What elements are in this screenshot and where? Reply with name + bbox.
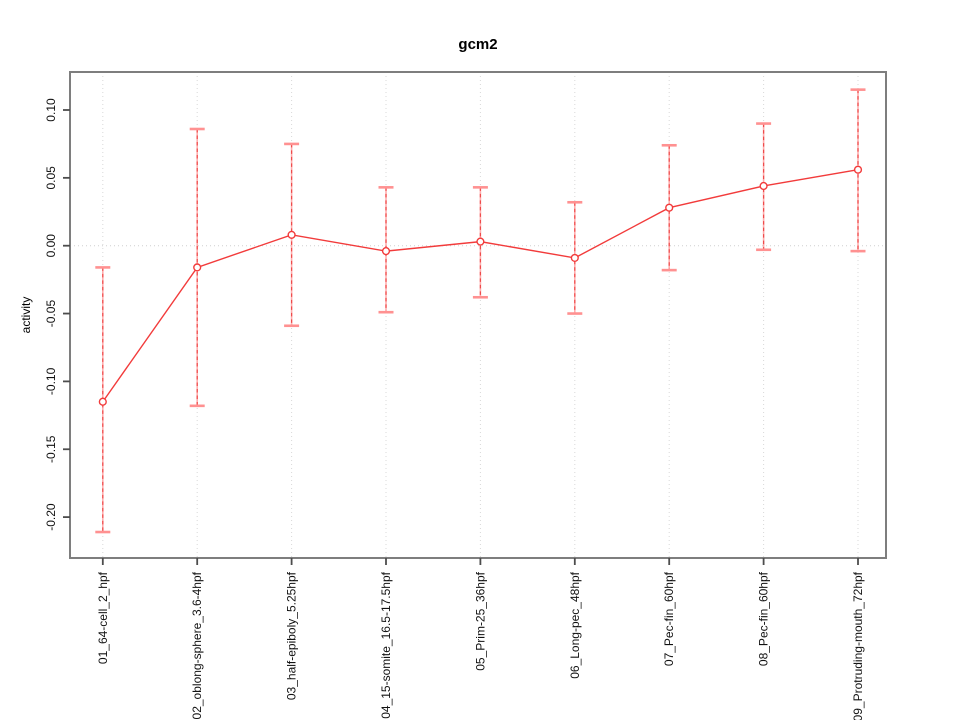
x-tick-label: 04_15-somite_16.5-17.5hpf — [379, 571, 393, 718]
x-tick-label: 06_Long-pec_48hpf — [568, 571, 582, 678]
chart-title: gcm2 — [458, 36, 498, 53]
data-point — [759, 181, 768, 191]
x-tick-label: 03_half-epiboly_5.25hpf — [285, 571, 299, 700]
x-tick-label: 02_oblong-sphere_3.6-4hpf — [190, 571, 204, 719]
y-tick-label: -0.20 — [44, 503, 58, 531]
data-point — [381, 247, 391, 256]
y-tick-label: 0.00 — [44, 234, 58, 258]
y-tick-label: -0.05 — [44, 300, 58, 328]
x-tick-label: 01_64-cell_2_hpf — [96, 571, 110, 664]
y-tick-label: 0.05 — [44, 166, 58, 190]
x-tick-label: 08_Pec-fin_60hpf — [757, 571, 771, 666]
data-point — [570, 253, 579, 263]
data-point — [287, 230, 296, 239]
plot-box — [69, 71, 887, 559]
data-point — [98, 397, 107, 406]
x-tick-label: 09_Protruding-mouth_72hpf — [851, 571, 865, 720]
data-point — [193, 263, 202, 272]
data-point — [476, 237, 485, 246]
x-tick-label: 05_Prim-25_36hpf — [473, 571, 487, 670]
y-tick-label: -0.15 — [44, 435, 58, 463]
y-tick-label: -0.10 — [44, 367, 58, 395]
y-tick-label: 0.10 — [44, 98, 58, 122]
data-point — [665, 203, 674, 212]
x-tick-label: 07_Pec-fin_60hpf — [662, 571, 676, 666]
data-point — [853, 165, 863, 174]
